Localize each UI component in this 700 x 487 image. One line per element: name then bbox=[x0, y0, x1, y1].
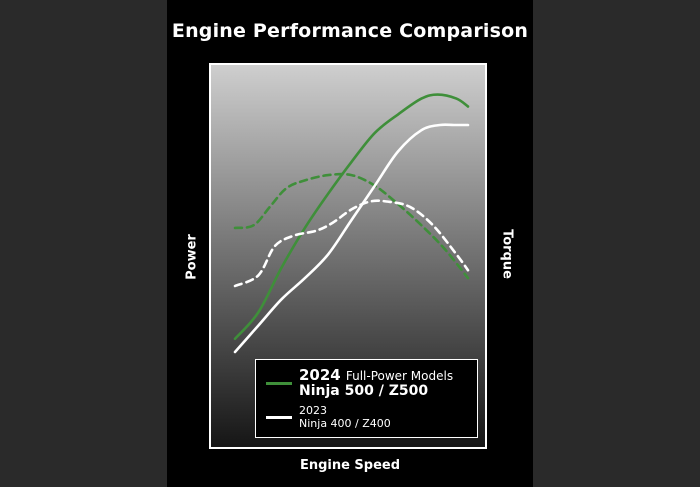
series-line-2024-torque bbox=[233, 172, 470, 280]
legend-subtitle-2024: Full-Power Models bbox=[345, 369, 454, 383]
series-line-2024-power bbox=[233, 93, 470, 341]
legend-year-2023: 2023 bbox=[299, 404, 327, 417]
x-axis-label: Engine Speed bbox=[299, 458, 401, 473]
legend-year-2024: 2024 bbox=[299, 366, 341, 384]
legend-model-2023: Ninja 400 / Z400 bbox=[299, 417, 391, 430]
series-line-2023-torque bbox=[233, 199, 470, 288]
legend-swatch-2023 bbox=[266, 416, 292, 419]
legend-swatch-2024 bbox=[266, 382, 292, 385]
chart-legend: 2024 Full-Power Models Ninja 500 / Z500 … bbox=[255, 359, 478, 438]
legend-model-2024: Ninja 500 / Z500 bbox=[299, 383, 429, 399]
chart-title: Engine Performance Comparison bbox=[171, 20, 529, 42]
